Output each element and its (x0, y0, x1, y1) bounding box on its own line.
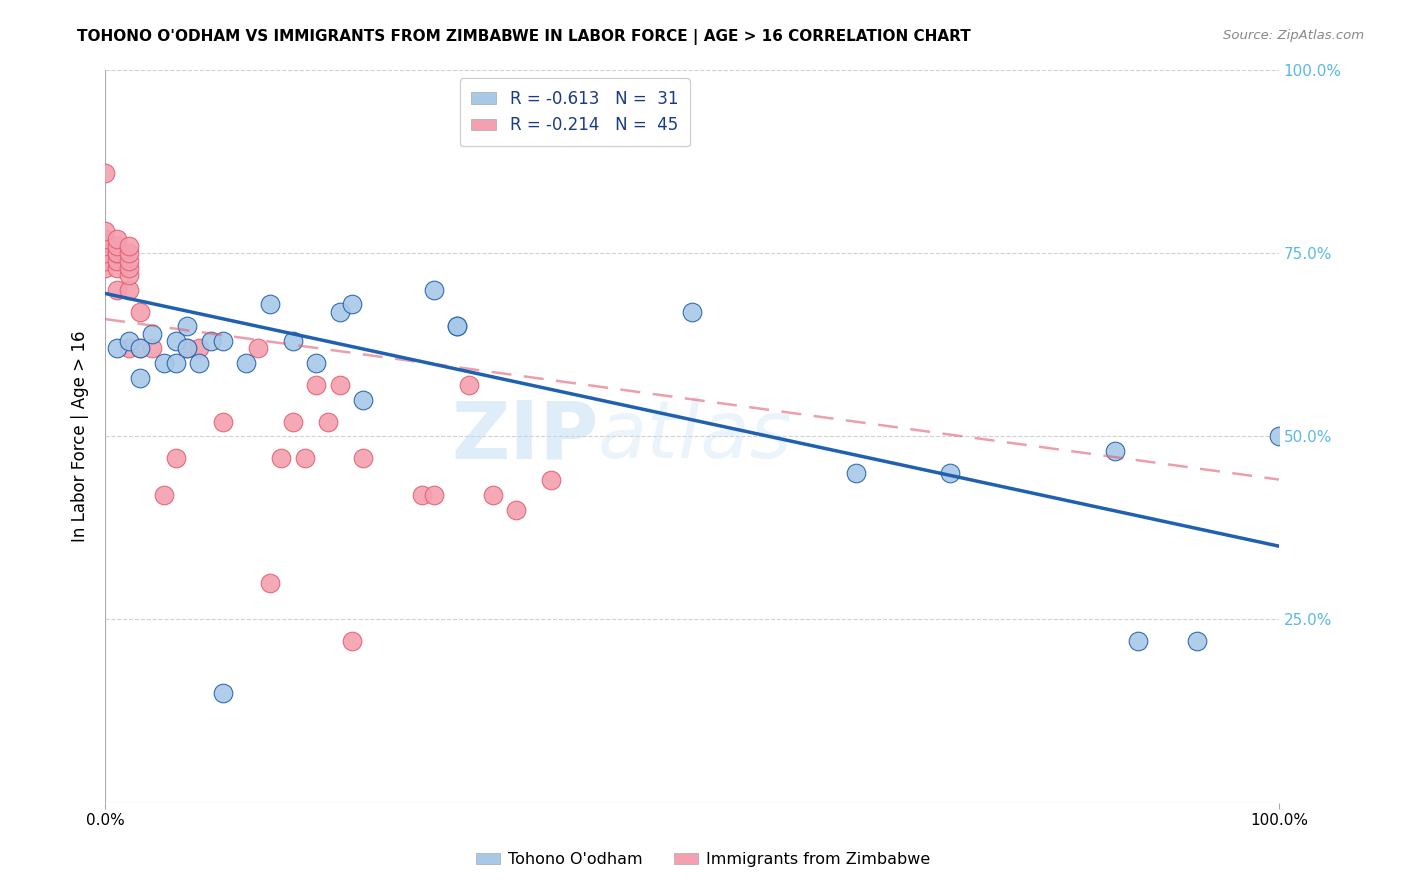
Point (458, 378, 481, 392)
Point (105, 342, 128, 356)
Point (141, 326, 163, 341)
Point (105, 260, 128, 275)
Point (94, 166, 117, 180)
Point (540, 473, 562, 487)
Point (94, 246, 117, 260)
Point (165, 356, 187, 370)
Point (446, 319, 468, 334)
Point (165, 334, 187, 348)
Point (176, 319, 198, 334)
Point (188, 342, 211, 356)
Point (129, 370, 152, 384)
Point (176, 342, 198, 356)
Text: TOHONO O'ODHAM VS IMMIGRANTS FROM ZIMBABWE IN LABOR FORCE | AGE > 16 CORRELATION: TOHONO O'ODHAM VS IMMIGRANTS FROM ZIMBAB… (77, 29, 972, 45)
Point (423, 488, 446, 502)
Point (411, 488, 433, 502)
Point (105, 246, 128, 260)
Point (129, 305, 152, 319)
Point (939, 466, 962, 480)
Legend: R = -0.613   N =  31, R = -0.214   N =  45: R = -0.613 N = 31, R = -0.214 N = 45 (460, 78, 690, 146)
Point (259, 297, 281, 311)
Point (200, 334, 222, 348)
Point (352, 451, 374, 466)
Point (211, 334, 233, 348)
Point (329, 378, 352, 392)
Point (340, 297, 363, 311)
Point (165, 451, 187, 466)
Point (281, 415, 304, 429)
Point (1268, 429, 1291, 443)
Point (259, 575, 281, 590)
Point (423, 283, 446, 297)
Point (94, 253, 117, 268)
Point (105, 239, 128, 253)
Point (211, 686, 233, 700)
Point (118, 268, 141, 282)
Point (153, 488, 176, 502)
Text: Source: ZipAtlas.com: Source: ZipAtlas.com (1223, 29, 1364, 42)
Point (129, 342, 152, 356)
Point (1185, 634, 1208, 648)
Point (352, 392, 374, 407)
Point (305, 356, 328, 370)
Point (176, 342, 198, 356)
Point (845, 466, 868, 480)
Point (105, 246, 128, 260)
Point (1104, 444, 1126, 458)
Y-axis label: In Labor Force | Age > 16: In Labor Force | Age > 16 (72, 331, 89, 542)
Point (118, 246, 141, 260)
Point (118, 334, 141, 348)
Point (118, 260, 141, 275)
Point (105, 231, 128, 245)
Point (118, 342, 141, 356)
Point (118, 253, 141, 268)
Point (305, 378, 328, 392)
Point (129, 342, 152, 356)
Point (118, 283, 141, 297)
Point (118, 239, 141, 253)
Point (446, 319, 468, 334)
Point (294, 451, 316, 466)
Point (94, 260, 117, 275)
Point (505, 502, 527, 516)
Point (105, 253, 128, 268)
Point (1126, 634, 1149, 648)
Point (211, 415, 233, 429)
Point (235, 356, 257, 370)
Point (340, 634, 363, 648)
Point (94, 231, 117, 245)
Point (316, 415, 339, 429)
Legend: Tohono O'odham, Immigrants from Zimbabwe: Tohono O'odham, Immigrants from Zimbabwe (470, 846, 936, 873)
Point (153, 356, 176, 370)
Point (481, 488, 503, 502)
Point (94, 224, 117, 238)
Point (681, 305, 703, 319)
Point (141, 342, 163, 356)
Point (105, 283, 128, 297)
Point (188, 356, 211, 370)
Point (329, 305, 352, 319)
Text: ZIP: ZIP (451, 397, 598, 475)
Point (270, 451, 292, 466)
Text: atlas: atlas (598, 397, 793, 475)
Point (281, 334, 304, 348)
Point (246, 342, 269, 356)
Point (94, 239, 117, 253)
